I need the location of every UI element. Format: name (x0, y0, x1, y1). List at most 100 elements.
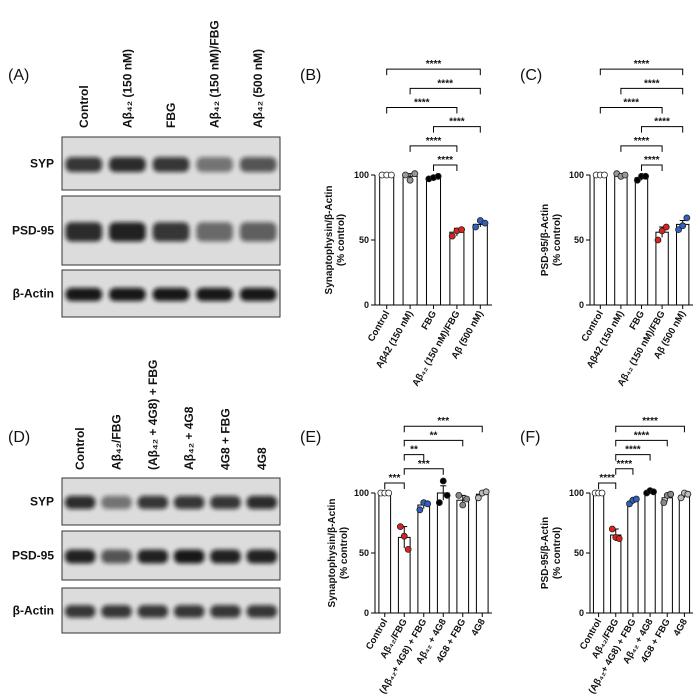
blot-strip (61, 530, 281, 581)
data-point (662, 223, 670, 231)
blot-band (246, 549, 278, 564)
blot-band (64, 605, 96, 618)
data-point (455, 491, 463, 499)
y-axis-label: (% control) (552, 214, 563, 266)
x-tick-label: FBG (420, 309, 440, 332)
bar (661, 497, 673, 614)
data-point (396, 523, 404, 530)
data-point (654, 236, 662, 244)
significance-bracket (433, 164, 458, 171)
row-label: β-Actin (13, 604, 54, 618)
bar (676, 223, 690, 306)
data-point (439, 477, 447, 485)
row-label: SYP (30, 495, 54, 509)
significance-label: **** (617, 459, 633, 470)
y-tick-label: 50 (359, 235, 369, 245)
data-point (474, 494, 482, 502)
y-tick-label: 50 (574, 548, 584, 558)
blot-band (173, 495, 205, 510)
blot-band (64, 495, 96, 510)
data-point (404, 546, 412, 553)
blot-band (109, 157, 146, 172)
significance-bracket (433, 126, 481, 133)
blot-band (65, 157, 103, 172)
bar (610, 534, 622, 614)
row-label: PSD-95 (12, 549, 54, 563)
lane-label: Control (73, 427, 87, 470)
y-tick-label: 50 (574, 235, 584, 245)
blot-band (109, 287, 146, 302)
significance-bracket (615, 439, 668, 447)
significance-bracket (599, 107, 663, 114)
panel-label: (A) (8, 67, 29, 84)
blot-band (196, 287, 233, 302)
x-tick-label: FBG (628, 309, 648, 332)
lane-label: FBG (164, 103, 178, 128)
lane-label: (Aβ₄₂ + 4G8) + FBG (146, 360, 160, 470)
significance-label: ** (430, 430, 438, 441)
panel-label: (F) (520, 429, 540, 446)
data-point (621, 171, 629, 179)
bar (472, 223, 488, 306)
lane-label: Aβ₄₂ + 4G8 (182, 406, 196, 470)
bar (456, 499, 470, 614)
data-point (481, 219, 489, 227)
blot-band (239, 222, 277, 242)
blot-band (65, 222, 103, 242)
significance-label: **** (634, 430, 650, 441)
significance-label: **** (634, 59, 650, 70)
blot-band (109, 222, 146, 242)
y-tick-label: 50 (359, 548, 369, 558)
y-tick-label: 0 (364, 300, 369, 310)
bar (627, 500, 639, 614)
blot-band (196, 222, 233, 242)
significance-bracket (598, 482, 617, 489)
blot-band (173, 549, 205, 564)
bar (402, 175, 418, 306)
data-point (658, 227, 666, 235)
data-point (472, 223, 480, 231)
data-point (667, 490, 675, 498)
significance-label: *** (437, 416, 449, 427)
significance-label: *** (389, 473, 401, 484)
panel-label: (D) (8, 429, 30, 446)
y-tick-label: 100 (354, 170, 369, 180)
blot-band (152, 222, 190, 242)
significance-label: **** (644, 155, 660, 166)
data-point (434, 172, 442, 180)
lane-label: 4G8 (255, 447, 269, 470)
bar (592, 492, 605, 614)
significance-bracket (386, 68, 481, 76)
data-point (400, 532, 408, 540)
lane-label: Aβ₄₂/FBG (110, 414, 124, 470)
bar (436, 492, 450, 614)
x-tick-label: 4G8 (672, 617, 691, 638)
significance-bracket (403, 468, 444, 475)
data-point (448, 232, 456, 240)
significance-bracket (384, 482, 405, 489)
x-tick-label: 4G8 (469, 617, 488, 638)
significance-bracket (615, 454, 651, 461)
lane-label: Aβ₄₂ (150 nM)/FBG (208, 20, 222, 128)
y-tick-label: 100 (354, 488, 369, 498)
data-point (615, 535, 623, 542)
significance-label: ** (410, 445, 418, 456)
blot-band (239, 287, 277, 302)
y-axis-label: PSD-95/β-Actin (540, 517, 551, 589)
significance-label: **** (634, 136, 650, 147)
data-point (598, 489, 606, 497)
data-point (435, 499, 443, 507)
y-tick-label: 100 (569, 170, 584, 180)
blot-band (210, 495, 241, 510)
significance-bracket (641, 164, 663, 171)
y-axis-label: PSD-95/β-Actin (540, 204, 551, 276)
lane-label: Aβ₄₂ (500 nM) (251, 49, 265, 128)
data-point (633, 176, 641, 184)
data-point (406, 176, 414, 184)
bar (425, 177, 442, 306)
row-label: SYP (30, 157, 54, 171)
blot-band (137, 495, 169, 510)
bar (449, 231, 465, 306)
lane-label: Aβ₄₂ (150 nM) (120, 49, 134, 128)
